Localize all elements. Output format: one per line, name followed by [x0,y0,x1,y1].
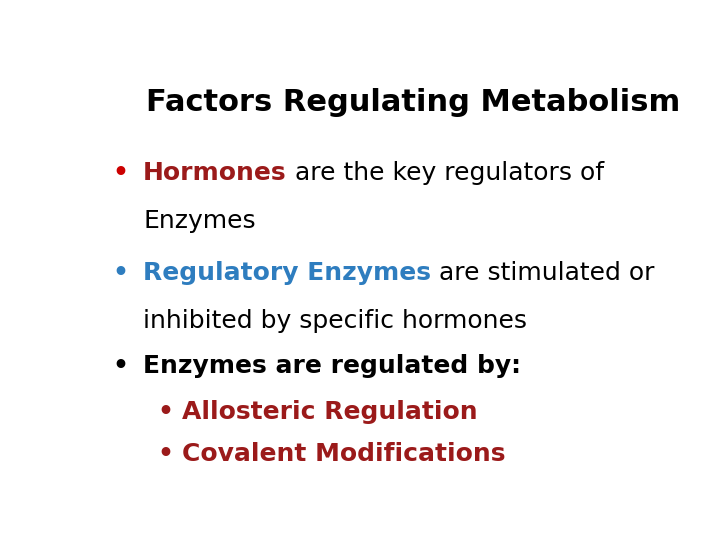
Text: are stimulated or: are stimulated or [431,261,654,285]
Text: Enzymes: Enzymes [143,209,256,233]
Text: Hormones: Hormones [143,161,287,185]
Text: •: • [158,400,174,424]
Text: Covalent Modifications: Covalent Modifications [182,442,505,465]
Text: •: • [113,161,129,185]
Text: Allosteric Regulation: Allosteric Regulation [182,400,477,424]
Text: •: • [158,442,174,465]
Text: Enzymes are regulated by:: Enzymes are regulated by: [143,354,521,378]
Text: Factors Regulating Metabolism: Factors Regulating Metabolism [145,87,680,117]
Text: •: • [113,261,129,285]
Text: •: • [113,354,129,378]
Text: Regulatory Enzymes: Regulatory Enzymes [143,261,431,285]
Text: are the key regulators of: are the key regulators of [287,161,604,185]
Text: inhibited by specific hormones: inhibited by specific hormones [143,308,527,333]
